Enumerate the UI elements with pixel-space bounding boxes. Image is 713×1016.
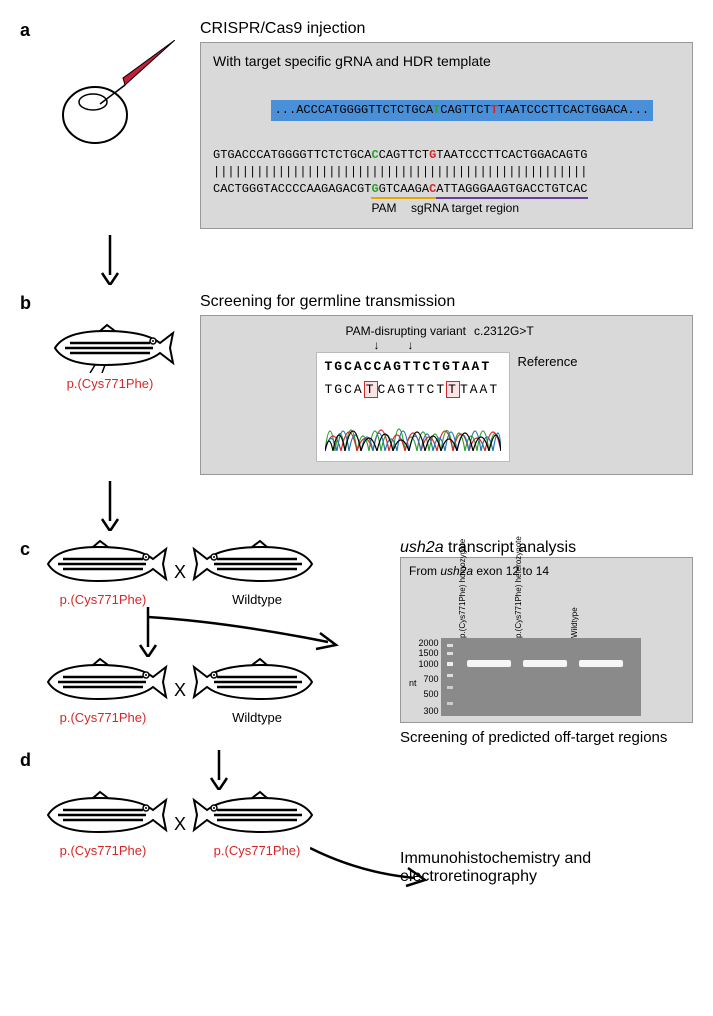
immuno-label: Immunohistochemistry and electroretinogr…: [400, 850, 693, 886]
lane2-label: p.(Cys771Phe) heterozygote: [514, 626, 523, 638]
mutation-label-c2l: p.(Cys771Phe): [38, 710, 168, 725]
arrow-down-icon: [98, 481, 122, 531]
ladder-1500: 1500: [419, 648, 439, 659]
ladder-300: 300: [419, 706, 439, 717]
wildtype-label-c1: Wildtype: [192, 592, 322, 607]
ladder-700: 700: [419, 674, 439, 685]
reference-seq: TGCACCAGTTCTGTAAT: [325, 359, 501, 374]
panel-label-d: d: [20, 750, 31, 771]
wildtype-label-c2: Wildtype: [192, 710, 322, 725]
crispr-subtitle: With target specific gRNA and HDR templa…: [213, 53, 680, 69]
pam-label: PAM: [371, 201, 396, 215]
c-variant-label: c.2312G>T: [474, 324, 534, 338]
off-target-caption: Screening of predicted off-target region…: [400, 729, 693, 746]
fish-d-right: [192, 790, 322, 840]
ladder-500: 500: [419, 689, 439, 700]
injection-egg-icon: [45, 40, 175, 150]
mutation-label-c1l: p.(Cys771Phe): [38, 592, 168, 607]
panel-label-a: a: [20, 20, 30, 41]
cross-x: X: [174, 814, 186, 835]
ush2a-title: ush2a ush2a transcript analysistranscrip…: [400, 539, 693, 557]
gel-image: [441, 638, 641, 716]
arrow-down-icon: [207, 750, 231, 790]
lane1-label: p.(Cys771Phe) homozygote: [458, 626, 467, 638]
arrow-down-icon: [98, 235, 122, 285]
mutation-label-dr: p.(Cys771Phe): [192, 843, 322, 858]
screening-box: PAM-disrupting variant c.2312G>T ↓↓ TGCA…: [200, 315, 693, 475]
crispr-title: CRISPR/Cas9 injection: [200, 20, 693, 38]
cross-x: X: [174, 680, 186, 701]
hdr-template-seq: ...ACCCATGGGGTTCTCTGCATCAGTTCTTTAATCCCTT…: [271, 100, 654, 121]
arrow-split-icon: [88, 607, 348, 657]
fish-d-left: [38, 790, 168, 840]
crispr-box: With target specific gRNA and HDR templa…: [200, 42, 693, 229]
ladder-1000: 1000: [419, 659, 439, 670]
panel-label-c: c: [20, 539, 30, 560]
fish-c2-left: [38, 657, 168, 707]
fish-c2-right: [192, 657, 322, 707]
genome-pairs: ||||||||||||||||||||||||||||||||||||||||…: [213, 164, 680, 181]
ush2a-subtitle: From ush2a exon 12 to 14: [409, 564, 684, 578]
cross-x: X: [174, 562, 186, 583]
arrow-right-icon: [310, 838, 430, 888]
lane3-label: Wildtype: [570, 626, 579, 638]
fish-c1-left: [38, 539, 168, 589]
screening-title: Screening for germline transmission: [200, 293, 693, 311]
panel-label-b: b: [20, 293, 31, 314]
mutation-label-b: p.(Cys771Phe): [20, 376, 200, 391]
ush2a-box: From ush2a exon 12 to 14 nt 2000 1500 10…: [400, 557, 693, 724]
ladder-2000: 2000: [419, 638, 439, 649]
genome-top-seq: GTGACCCATGGGGTTCTCTGCACCAGTTCTGTAATCCCTT…: [213, 147, 680, 164]
fish-c1-right: [192, 539, 322, 589]
reference-label: Reference: [518, 354, 578, 369]
sanger-box: TGCACCAGTTCTGTAAT TGCATCAGTTCTTTAAT: [316, 352, 510, 462]
fish-b: [20, 323, 200, 376]
mutation-label-dl: p.(Cys771Phe): [38, 843, 168, 858]
genome-bot-seq: CACTGGGTACCCCAAGAGACGTGGTCAAGACATTAGGGAA…: [213, 181, 680, 198]
sgrna-label: sgRNA target region: [411, 201, 519, 215]
pam-variant-label: PAM-disrupting variant: [346, 324, 467, 338]
nt-label: nt: [409, 678, 417, 688]
sample-seq: TGCATCAGTTCTTTAAT: [325, 382, 501, 397]
chromatogram-icon: [325, 401, 501, 451]
